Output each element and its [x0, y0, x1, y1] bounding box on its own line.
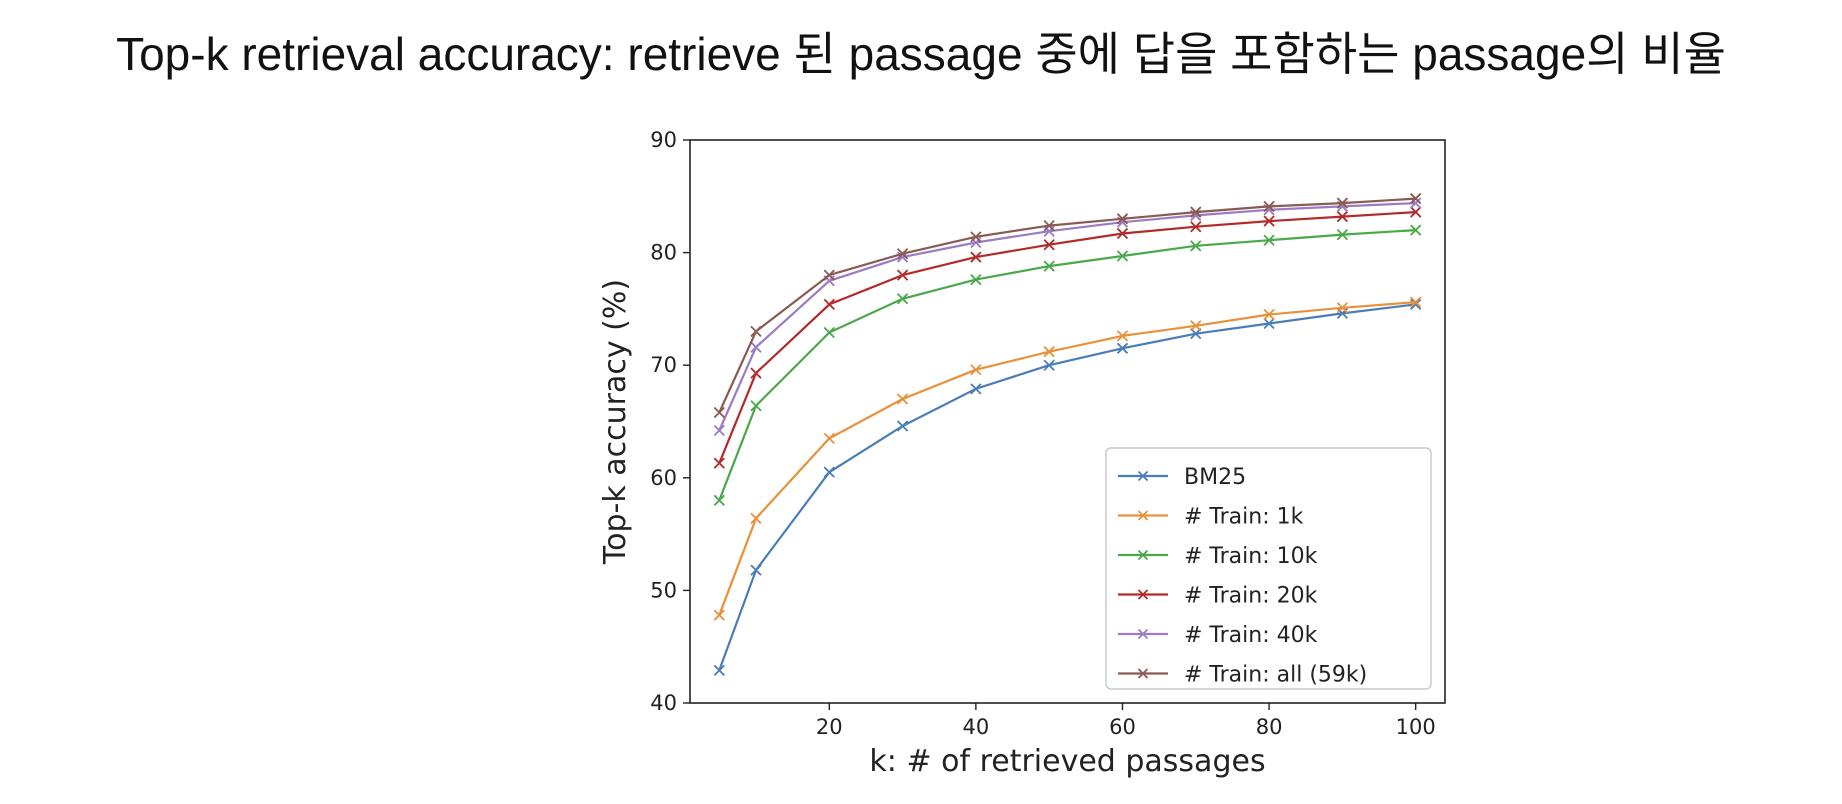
y-tick-label: 40 [650, 691, 677, 715]
legend-label-5: # Train: all (59k) [1184, 663, 1367, 688]
data-point-marker [1336, 302, 1349, 314]
data-point-marker [750, 512, 762, 524]
legend-marker-5 [1137, 668, 1149, 679]
data-point-marker [1410, 298, 1422, 311]
legend-label-4: # Train: 40k [1184, 623, 1318, 648]
data-point-marker [1410, 224, 1422, 236]
y-tick-label: 80 [650, 241, 677, 265]
data-point-marker [713, 609, 725, 621]
data-point-marker [1336, 197, 1349, 209]
data-point-marker [1043, 346, 1055, 358]
data-point-marker [970, 251, 982, 263]
data-point-marker [1116, 227, 1129, 240]
data-point-marker [750, 325, 762, 338]
legend-label-2: # Train: 10k [1184, 544, 1318, 569]
legend-marker-3 [1137, 589, 1149, 600]
data-point-marker [970, 273, 982, 286]
data-point-marker [1116, 213, 1129, 225]
slide-title: Top-k retrieval accuracy: retrieve 된 pas… [116, 28, 1726, 80]
data-point-marker [1410, 296, 1422, 308]
data-point-marker [1263, 308, 1275, 321]
legend-marker-2 [1137, 549, 1149, 561]
data-point-marker [1336, 228, 1349, 241]
y-tick-label: 70 [650, 353, 677, 377]
data-point-marker [970, 364, 982, 376]
data-point-marker [713, 664, 725, 676]
data-point-marker [1043, 359, 1055, 371]
y-axis-label: Top-k accuracy (%) [598, 279, 633, 565]
data-point-marker [1410, 192, 1422, 205]
data-point-marker [1043, 260, 1055, 272]
data-point-marker [823, 269, 835, 281]
data-point-marker [1263, 200, 1275, 213]
data-point-marker [1190, 240, 1202, 252]
data-point-marker [1116, 250, 1129, 262]
data-point-marker [713, 457, 725, 469]
x-tick-label: 80 [1256, 715, 1283, 739]
data-point-marker [896, 393, 909, 405]
legend-label-1: # Train: 1k [1184, 505, 1304, 530]
data-point-marker [1190, 206, 1202, 218]
legend-label-0: BM25 [1184, 465, 1246, 490]
data-point-marker [750, 400, 762, 412]
data-point-marker [713, 424, 725, 437]
x-tick-label: 40 [963, 715, 990, 739]
data-point-marker [1263, 317, 1275, 330]
y-tick-label: 90 [650, 128, 677, 152]
y-tick-label: 50 [650, 578, 677, 602]
data-point-marker [1190, 320, 1202, 332]
data-point-marker [750, 341, 762, 353]
data-point-marker [823, 298, 835, 311]
plot-frame [689, 139, 1446, 704]
data-point-marker [823, 326, 835, 339]
x-tick-label: 100 [1396, 715, 1436, 739]
data-point-marker [1043, 219, 1055, 232]
legend-marker-0 [1137, 470, 1149, 482]
legend-marker-4 [1137, 628, 1149, 640]
data-point-marker [1263, 234, 1275, 246]
data-point-marker [1410, 206, 1422, 218]
data-point-marker [823, 432, 835, 445]
data-point-marker [1043, 239, 1055, 251]
data-point-marker [970, 383, 982, 395]
x-axis-label: k: # of retrieved passages [869, 744, 1265, 779]
data-point-marker [896, 248, 909, 260]
data-point-marker [970, 231, 982, 243]
data-point-marker [896, 269, 909, 281]
data-point-marker [896, 420, 909, 432]
x-tick-label: 20 [816, 715, 843, 739]
data-point-marker [1263, 215, 1275, 227]
data-point-marker [750, 564, 762, 576]
legend-label-3: # Train: 20k [1184, 584, 1318, 609]
data-point-marker [896, 293, 909, 305]
data-point-marker [750, 367, 762, 379]
data-point-marker [713, 406, 725, 419]
data-point-marker [1116, 330, 1129, 342]
y-tick-label: 60 [650, 466, 677, 490]
legend-box [1105, 447, 1432, 690]
data-point-marker [713, 494, 725, 506]
x-tick-label: 60 [1109, 715, 1136, 739]
data-point-marker [1190, 221, 1202, 233]
series-line-5 [718, 197, 1416, 413]
data-point-marker [823, 466, 835, 478]
data-point-marker [1336, 210, 1349, 223]
data-point-marker [1116, 342, 1129, 354]
legend-marker-1 [1137, 510, 1149, 521]
